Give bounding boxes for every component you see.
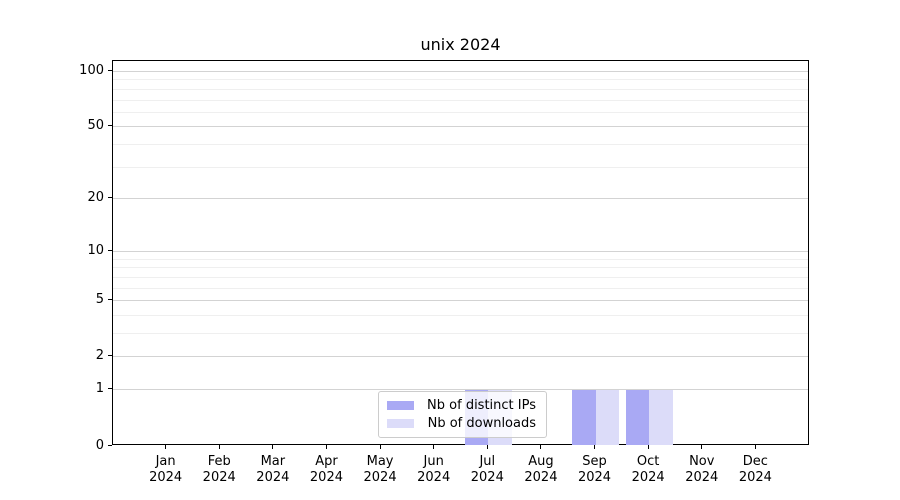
- gridline-minor: [113, 79, 808, 81]
- x-tick-label: Mar 2024: [241, 454, 305, 486]
- gridline-major: [113, 300, 808, 302]
- x-tick-month: Aug: [528, 454, 554, 469]
- legend-item: Nb of downloads: [387, 416, 536, 431]
- x-tick-month: Apr: [315, 454, 338, 469]
- x-tick-mark: [594, 445, 596, 449]
- y-tick-label: 20: [87, 190, 104, 206]
- y-tick-mark: [108, 444, 112, 446]
- gridline-major: [113, 198, 808, 200]
- x-tick-year: 2024: [256, 470, 290, 485]
- x-tick-month: May: [366, 454, 394, 469]
- y-tick-label: 1: [95, 381, 104, 397]
- legend-item: Nb of distinct IPs: [387, 398, 536, 413]
- bar-oct-s1: [649, 389, 673, 445]
- x-tick-year: 2024: [577, 470, 612, 485]
- gridline-minor: [113, 144, 808, 146]
- x-tick-label: Jan 2024: [134, 454, 198, 486]
- x-tick-year: 2024: [631, 470, 665, 485]
- y-tick-mark: [108, 355, 112, 357]
- x-tick-year: 2024: [309, 470, 343, 485]
- x-tick-label: Jul 2024: [455, 454, 519, 486]
- gridline-minor: [113, 333, 808, 335]
- x-tick-month: Oct: [636, 454, 660, 469]
- plot-area: Nb of distinct IPs Nb of downloads: [112, 60, 809, 445]
- gridline-minor: [113, 166, 808, 168]
- x-tick-label: Jun 2024: [402, 454, 466, 486]
- legend-swatch: [387, 418, 414, 428]
- x-tick-mark: [647, 445, 649, 449]
- bar-oct-s0: [625, 389, 650, 445]
- gridline-minor: [113, 287, 808, 289]
- y-tick-label: 100: [79, 63, 104, 79]
- gridline-minor: [113, 276, 808, 278]
- gridline-minor: [113, 99, 808, 101]
- x-tick-year: 2024: [149, 470, 183, 485]
- x-tick-mark: [701, 445, 703, 449]
- x-tick-label: May 2024: [348, 454, 412, 486]
- x-tick-mark: [379, 445, 381, 449]
- legend: Nb of distinct IPs Nb of downloads: [378, 391, 547, 438]
- bar-sep-s0: [572, 389, 596, 445]
- x-tick-label: Dec 2024: [723, 454, 787, 486]
- legend-swatch: [387, 401, 414, 411]
- y-tick-mark: [108, 125, 112, 127]
- x-tick-month: Feb: [207, 454, 231, 469]
- chart-title: unix 2024: [420, 35, 501, 54]
- x-tick-mark: [218, 445, 220, 449]
- y-tick-mark: [108, 249, 112, 251]
- x-tick-month: Jun: [423, 454, 444, 469]
- x-tick-mark: [165, 445, 167, 449]
- x-tick-mark: [540, 445, 542, 449]
- x-tick-year: 2024: [202, 470, 236, 485]
- x-tick-month: Jul: [479, 454, 496, 469]
- x-tick-label: Nov 2024: [670, 454, 734, 486]
- y-tick-label: 5: [95, 292, 104, 308]
- y-tick-label: 2: [95, 348, 104, 364]
- gridline-minor: [113, 111, 808, 113]
- gridline-major: [113, 389, 808, 391]
- y-tick-label: 0: [95, 437, 104, 453]
- x-tick-year: 2024: [524, 470, 558, 485]
- x-tick-month: Dec: [742, 454, 768, 469]
- x-tick-mark: [486, 445, 488, 449]
- x-tick-mark: [325, 445, 327, 449]
- legend-label: Nb of distinct IPs: [427, 398, 536, 414]
- legend-label: Nb of downloads: [427, 415, 536, 431]
- x-tick-mark: [433, 445, 435, 449]
- y-tick-mark: [108, 197, 112, 199]
- x-tick-label: Sep 2024: [563, 454, 627, 486]
- x-tick-year: 2024: [470, 470, 504, 485]
- x-tick-mark: [754, 445, 756, 449]
- y-tick-mark: [108, 70, 112, 72]
- x-tick-label: Aug 2024: [509, 454, 573, 486]
- x-tick-mark: [272, 445, 274, 449]
- gridline-minor: [113, 258, 808, 260]
- x-tick-month: Sep: [582, 454, 607, 469]
- y-tick-mark: [108, 299, 112, 301]
- y-tick-mark: [108, 388, 112, 390]
- gridline-major: [113, 71, 808, 73]
- y-tick-label: 50: [87, 118, 104, 134]
- gridline-major: [113, 356, 808, 358]
- gridline-minor: [113, 88, 808, 90]
- x-tick-year: 2024: [363, 470, 397, 485]
- x-tick-month: Jan: [155, 454, 176, 469]
- x-tick-month: Mar: [260, 454, 286, 469]
- x-tick-label: Oct 2024: [616, 454, 680, 486]
- gridline-minor: [113, 267, 808, 269]
- x-tick-label: Apr 2024: [294, 454, 358, 486]
- x-tick-label: Feb 2024: [187, 454, 251, 486]
- x-tick-month: Nov: [689, 454, 715, 469]
- x-tick-year: 2024: [417, 470, 451, 485]
- x-tick-year: 2024: [685, 470, 719, 485]
- gridline-major: [113, 126, 808, 128]
- x-tick-year: 2024: [738, 470, 772, 485]
- gridline-major: [113, 250, 808, 252]
- y-tick-label: 10: [87, 242, 104, 258]
- bar-sep-s1: [595, 389, 620, 445]
- gridline-minor: [113, 314, 808, 316]
